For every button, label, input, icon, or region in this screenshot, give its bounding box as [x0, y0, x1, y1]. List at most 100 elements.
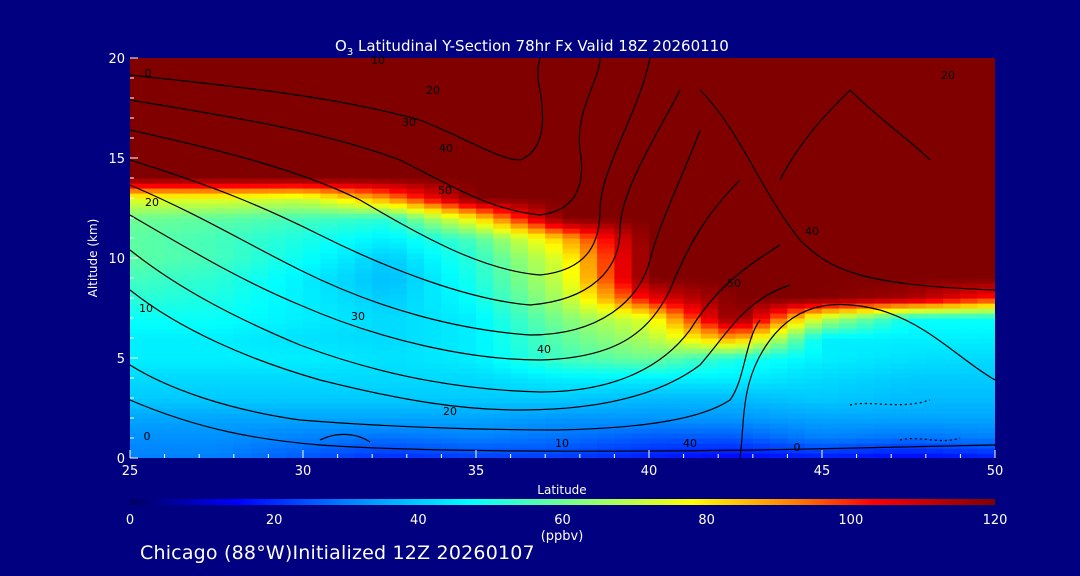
heatmap-cell: [822, 293, 840, 299]
heatmap-cell: [925, 73, 944, 79]
heatmap-cell: [251, 208, 269, 214]
heatmap-cell: [873, 398, 892, 404]
heatmap-cell: [285, 188, 304, 194]
heatmap-cell: [925, 243, 944, 249]
heatmap-cell: [960, 353, 979, 359]
contour-label: 0: [144, 430, 151, 443]
heatmap-cell: [164, 213, 183, 219]
heatmap-cell: [925, 403, 944, 409]
heatmap-cell: [666, 278, 685, 284]
heatmap-cell: [372, 168, 391, 174]
heatmap-cell: [233, 408, 252, 414]
heatmap-cell: [251, 83, 269, 89]
heatmap-cell: [943, 168, 961, 174]
heatmap-cell: [424, 423, 442, 429]
heatmap-cell: [856, 233, 875, 239]
heatmap-cell: [925, 353, 944, 359]
heatmap-cell: [251, 178, 269, 184]
heatmap-cell: [216, 153, 235, 159]
heatmap-cell: [822, 388, 840, 394]
heatmap-cell: [856, 88, 875, 94]
heatmap-cell: [527, 398, 546, 404]
heatmap-cell: [943, 253, 961, 259]
heatmap-cell: [389, 328, 408, 334]
heatmap-cell: [337, 323, 356, 329]
heatmap-cell: [873, 163, 892, 169]
heatmap-cell: [925, 273, 944, 279]
heatmap-cell: [822, 113, 840, 119]
heatmap-cell: [251, 408, 269, 414]
heatmap-cell: [527, 363, 546, 369]
heatmap-cell: [579, 443, 598, 449]
contour-line: [130, 284, 791, 411]
heatmap-cell: [683, 428, 702, 434]
heatmap-cell: [873, 368, 892, 374]
heatmap-cell: [251, 233, 269, 239]
heatmap-cell: [752, 423, 771, 429]
heatmap-cell: [216, 448, 235, 454]
heatmap-cell: [303, 263, 321, 269]
heatmap-cell: [337, 163, 356, 169]
heatmap-cell: [216, 248, 235, 254]
heatmap-cell: [579, 228, 598, 234]
heatmap-cell: [891, 253, 910, 259]
heatmap-cell: [476, 438, 494, 444]
heatmap-cell: [649, 368, 667, 374]
heatmap-cell: [579, 143, 598, 149]
heatmap-cell: [199, 133, 218, 139]
heatmap-cell: [960, 178, 979, 184]
heatmap-cell: [856, 238, 875, 244]
heatmap-cell: [925, 363, 944, 369]
heatmap-cell: [960, 383, 979, 389]
heatmap-cell: [493, 408, 512, 414]
heatmap-cell: [476, 423, 494, 429]
heatmap-cell: [233, 203, 252, 209]
heatmap-cell: [268, 78, 287, 84]
heatmap-cell: [770, 178, 788, 184]
heatmap-cell: [700, 298, 719, 304]
contour-line: [130, 58, 651, 276]
heatmap-cell: [527, 98, 546, 104]
heatmap-cell: [752, 293, 771, 299]
heatmap-cell: [320, 168, 339, 174]
heatmap-cell: [476, 98, 494, 104]
heatmap-cell: [960, 143, 979, 149]
heatmap-cell: [960, 58, 979, 64]
heatmap-cell: [372, 73, 391, 79]
heatmap-cell: [735, 313, 754, 319]
heatmap-cell: [233, 218, 252, 224]
heatmap-cell: [649, 313, 667, 319]
heatmap-cell: [545, 228, 564, 234]
heatmap-cell: [666, 453, 685, 458]
heatmap-cell: [683, 128, 702, 134]
heatmap-cell: [199, 393, 218, 399]
heatmap-cell: [545, 203, 564, 209]
heatmap-cell: [337, 188, 356, 194]
heatmap-cell: [873, 388, 892, 394]
heatmap-cell: [354, 338, 373, 344]
heatmap-cell: [389, 93, 408, 99]
heatmap-cell: [268, 183, 287, 189]
heatmap-cell: [545, 243, 564, 249]
heatmap-cell: [977, 218, 995, 224]
heatmap-cell: [130, 103, 148, 109]
heatmap-cell: [579, 438, 598, 444]
heatmap-cell: [545, 268, 564, 274]
heatmap-cell: [493, 363, 512, 369]
heatmap-cell: [770, 143, 788, 149]
heatmap-cell: [406, 108, 425, 114]
heatmap-cell: [181, 383, 200, 389]
heatmap-cell: [406, 58, 425, 64]
heatmap-cell: [147, 108, 166, 114]
heatmap-cell: [527, 93, 546, 99]
heatmap-cell: [337, 388, 356, 394]
heatmap-cell: [337, 293, 356, 299]
heatmap-cell: [839, 153, 858, 159]
heatmap-cell: [147, 233, 166, 239]
heatmap-cell: [130, 338, 148, 344]
heatmap-cell: [251, 113, 269, 119]
heatmap-cell: [510, 63, 529, 69]
heatmap-cell: [164, 358, 183, 364]
heatmap-cell: [873, 98, 892, 104]
heatmap-cell: [925, 108, 944, 114]
